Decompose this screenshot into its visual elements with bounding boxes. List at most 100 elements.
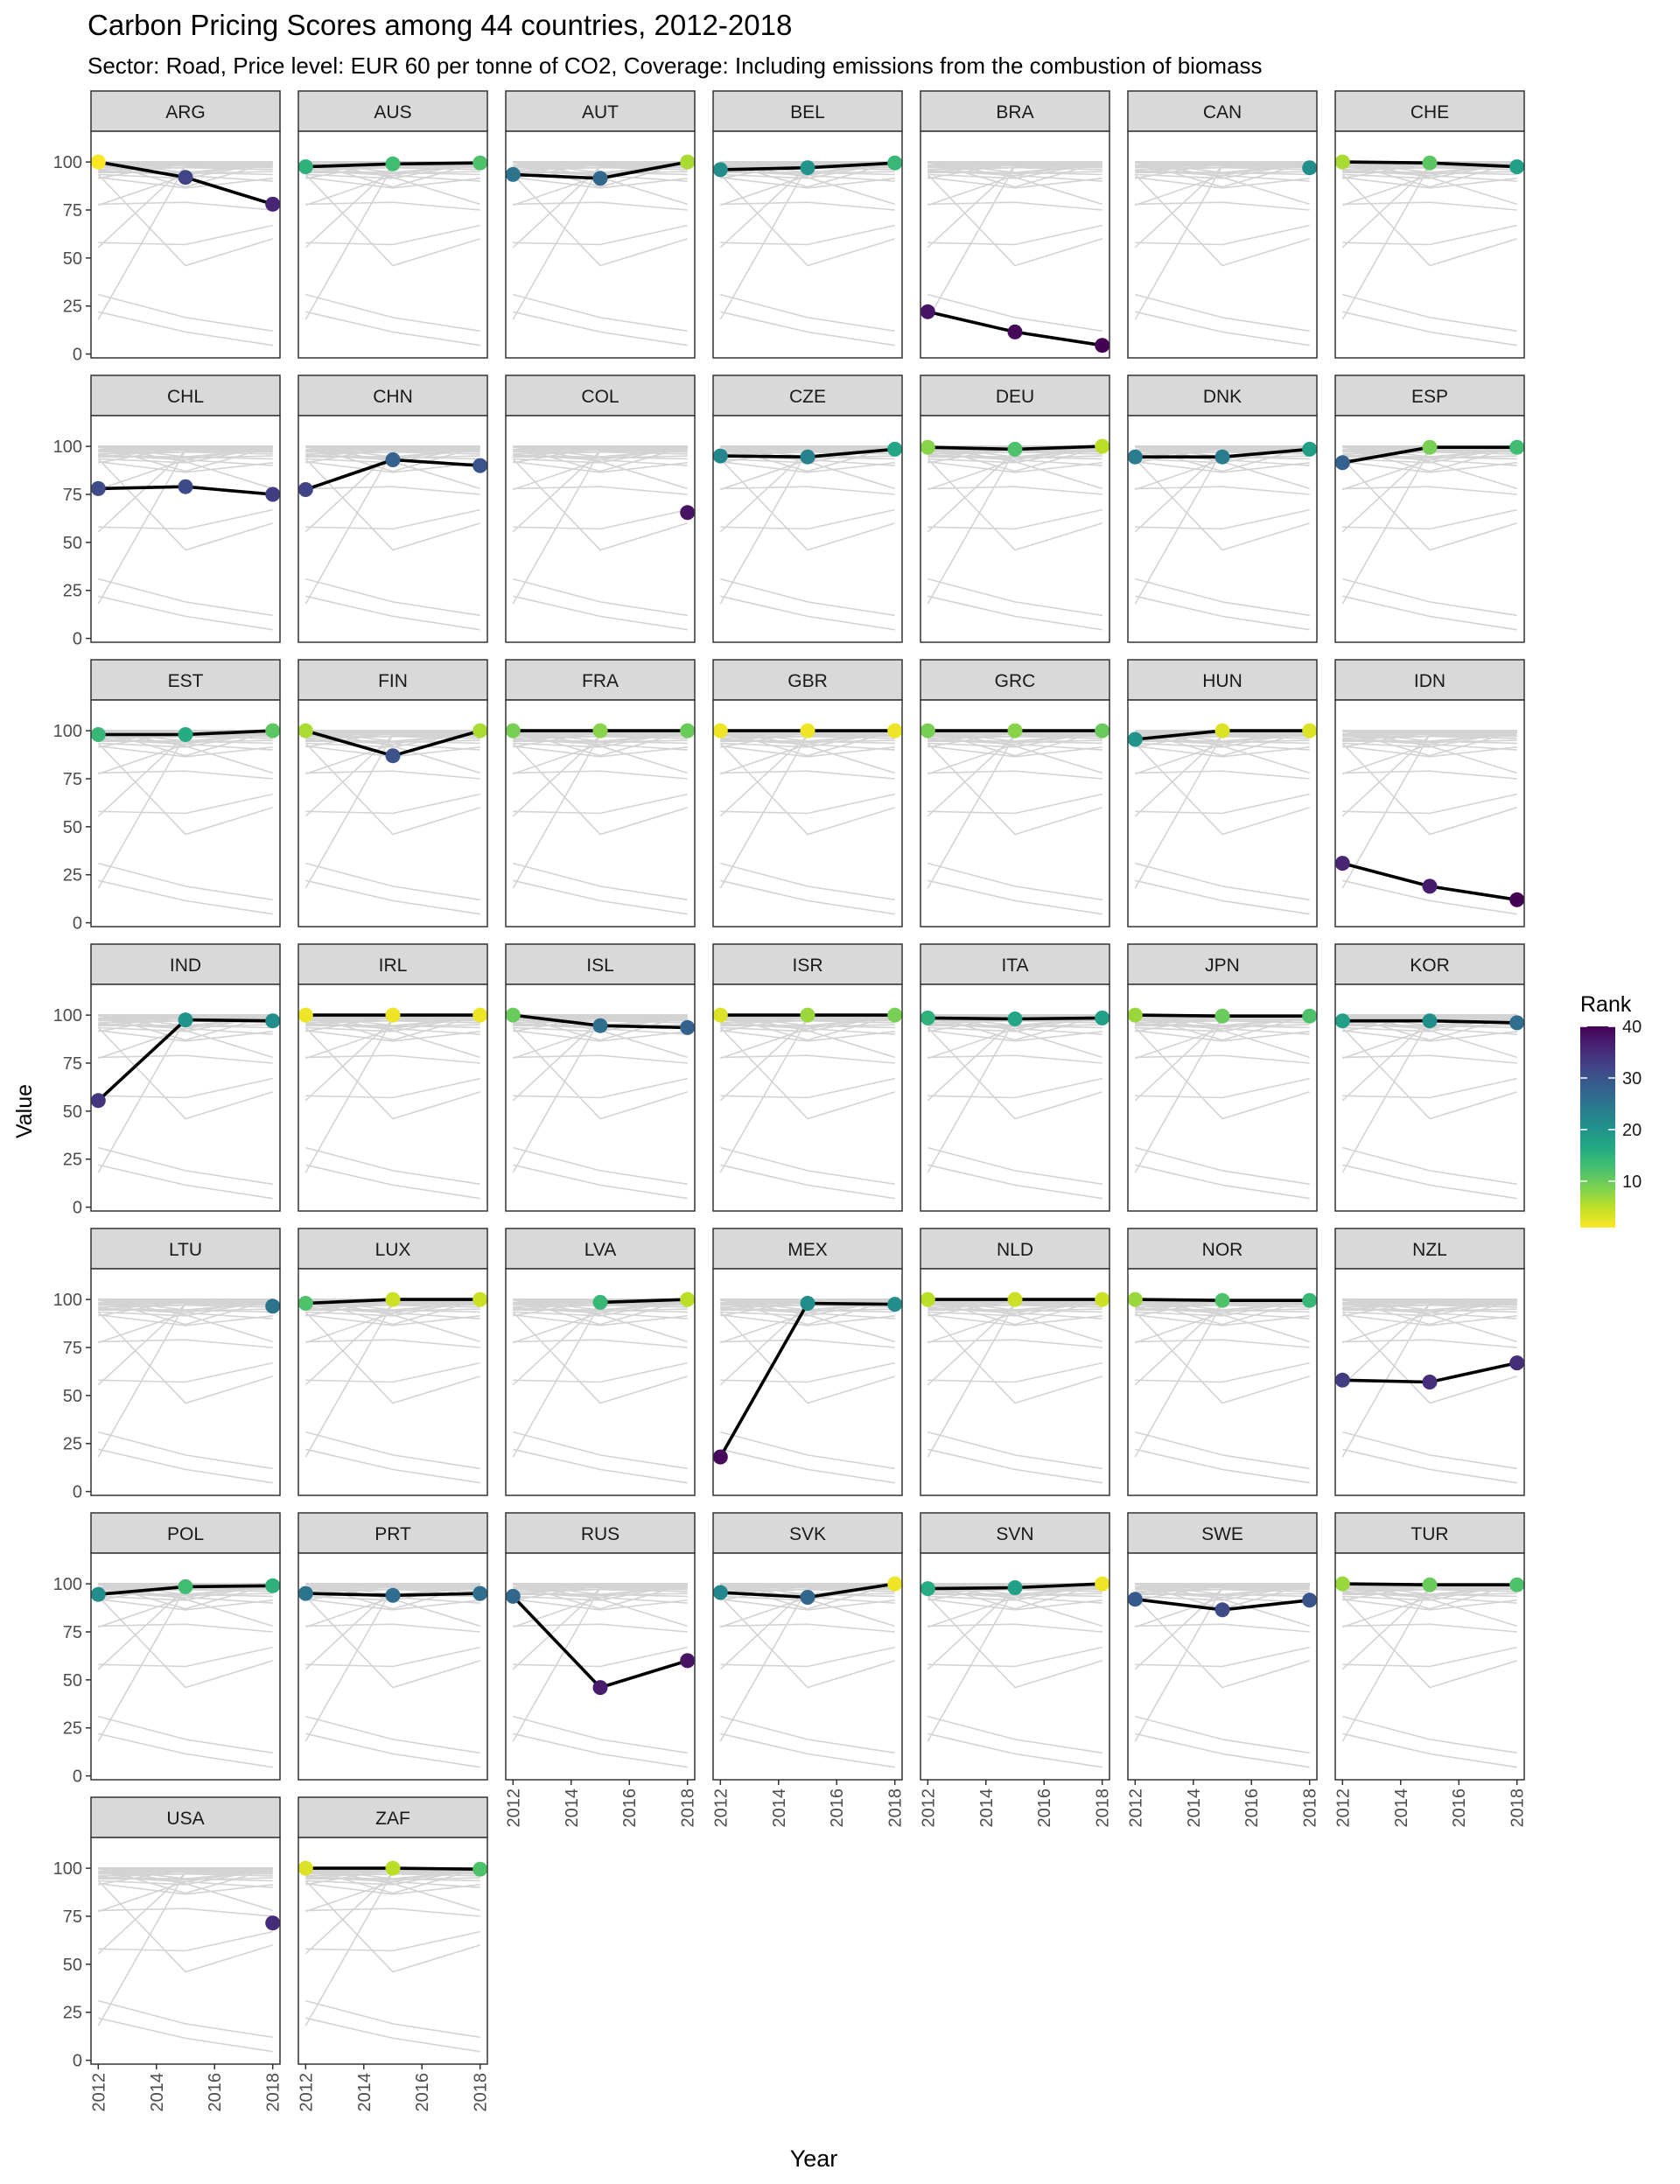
panel-border [1127, 1552, 1318, 1781]
facet-label: FIN [378, 671, 408, 691]
panel-border [1334, 699, 1525, 928]
x-tick-label: 2018 [1508, 1788, 1528, 1828]
y-tick-label: 50 [63, 1102, 82, 1122]
background-series-line [513, 862, 688, 901]
data-point [505, 166, 521, 182]
background-series-line [1135, 1313, 1310, 1326]
data-point [1509, 439, 1525, 455]
data-point [385, 1860, 401, 1876]
background-series-line [512, 173, 688, 267]
background-series-line [928, 1623, 1102, 1633]
facet-strip [90, 1796, 281, 1838]
background-series-line [928, 793, 1102, 815]
facet-label: IRL [379, 956, 408, 976]
background-series-line [720, 1362, 895, 1383]
facet-strip [1127, 943, 1318, 985]
background-series-line [1135, 293, 1310, 332]
data-point [178, 1012, 193, 1028]
background-series-line [98, 201, 273, 211]
background-series-line [1342, 1732, 1517, 1768]
background-series-line [513, 447, 688, 458]
background-series-line [98, 445, 273, 461]
background-series-line [304, 1311, 480, 1404]
background-series-line [98, 1999, 273, 2039]
background-series-line [928, 176, 1102, 189]
background-series-line [1135, 1164, 1310, 1200]
y-tick-label: 75 [63, 486, 82, 505]
y-tick-label: 100 [53, 1291, 82, 1310]
legend-title: Rank [1580, 992, 1632, 1017]
background-series-line [513, 595, 688, 631]
background-series-line [513, 1014, 688, 1017]
facet-strip [298, 659, 488, 701]
facet-label: EST [168, 671, 204, 691]
background-series-line [928, 1715, 1102, 1754]
background-series-line [928, 879, 1102, 915]
background-series-line [98, 770, 273, 780]
data-point [472, 458, 488, 473]
data-point [1302, 1008, 1318, 1024]
background-series-line [1342, 1054, 1517, 1064]
panel-border [920, 130, 1110, 359]
background-series-line [513, 730, 688, 746]
background-series-line [1135, 311, 1310, 346]
data-point [385, 1292, 401, 1307]
background-series-line [1135, 1585, 1310, 1595]
background-series-line [98, 1313, 273, 1326]
panel-border [505, 130, 696, 359]
panel-tur: TUR 2012 2014 2016 2018 [1334, 1512, 1528, 1828]
data-point [592, 1680, 608, 1696]
background-series-line [1342, 1014, 1517, 1030]
background-series-line [1135, 730, 1310, 746]
facet-strip [1127, 374, 1318, 416]
background-series-line [720, 770, 895, 780]
panel-can: CAN [1127, 90, 1318, 359]
data-point [265, 196, 281, 212]
legend-tick-label: 10 [1622, 1172, 1642, 1192]
legend-tick-label: 30 [1622, 1069, 1642, 1088]
facet-label: CHN [373, 387, 413, 407]
x-tick-label: 2012 [504, 1788, 523, 1828]
data-point [1214, 1602, 1230, 1618]
x-tick-label: 2014 [148, 2073, 167, 2112]
facet-strip [505, 659, 696, 701]
background-series-line [1135, 1583, 1310, 1599]
facet-strip [920, 90, 1110, 132]
data-point [1127, 1007, 1143, 1023]
background-series-line [1135, 1146, 1310, 1186]
background-series-line [305, 176, 480, 189]
data-point [712, 1007, 728, 1023]
chart-subtitle: Sector: Road, Price level: EUR 60 per to… [88, 52, 1263, 79]
data-point [680, 1292, 696, 1307]
x-tick-label: 2018 [679, 1788, 698, 1828]
data-point [1214, 1008, 1230, 1024]
panel-border [298, 1552, 488, 1781]
facet-label: NLD [997, 1240, 1033, 1260]
background-series-line [1342, 1583, 1517, 1599]
background-series-line [1342, 1077, 1517, 1099]
background-series-line [1135, 176, 1310, 189]
panel-idn: IDN [1334, 659, 1525, 928]
background-series-line [720, 1598, 895, 1611]
y-tick-label: 0 [73, 1768, 82, 1787]
data-point [800, 160, 816, 176]
background-series-line [305, 595, 480, 631]
data-point [298, 482, 313, 497]
x-tick-label: 2014 [1185, 1788, 1204, 1828]
panel-grc: GRC [920, 659, 1110, 928]
background-series-line [513, 486, 688, 495]
background-series-line [1135, 879, 1310, 915]
x-tick-label: 2016 [1242, 1788, 1262, 1828]
background-series-line [97, 1595, 273, 1689]
background-series-line [1342, 1646, 1517, 1668]
background-series-line [98, 1867, 273, 1870]
background-series-line [305, 1715, 480, 1754]
background-series-line [720, 793, 895, 815]
background-series-line [927, 1595, 1102, 1689]
y-tick-label: 75 [63, 1339, 82, 1358]
facet-label: RUS [581, 1524, 620, 1544]
background-series-line [98, 1304, 273, 1308]
facet-label: BEL [790, 102, 825, 122]
background-series-line [98, 578, 273, 617]
facet-strip [298, 943, 488, 985]
